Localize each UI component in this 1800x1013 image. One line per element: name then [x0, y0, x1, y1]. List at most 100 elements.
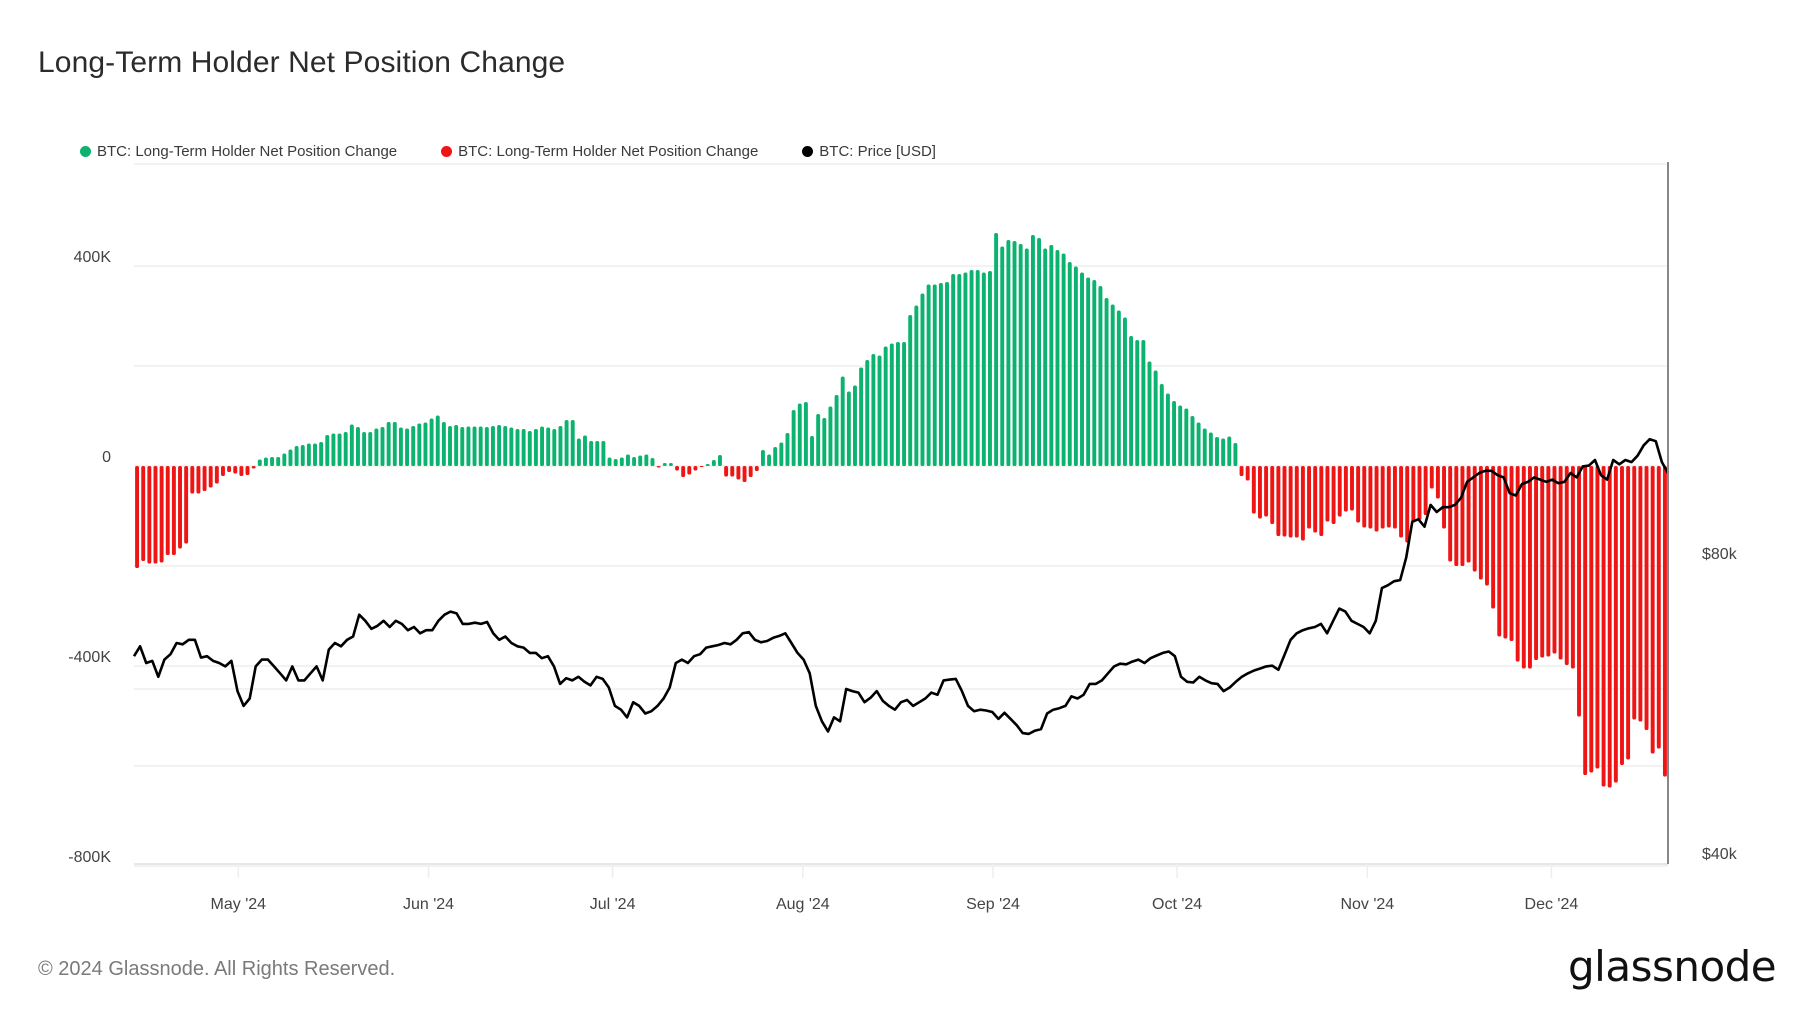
- bar-negative: [233, 466, 238, 474]
- bar-positive: [570, 420, 575, 466]
- bar-negative: [1251, 466, 1256, 514]
- bar-negative: [1399, 466, 1404, 538]
- bar-positive: [963, 272, 968, 466]
- bar-positive: [889, 343, 894, 466]
- bar-positive: [632, 457, 637, 466]
- bars: [135, 233, 1667, 788]
- bar-positive: [558, 426, 563, 466]
- x-tick-label: Dec '24: [1525, 896, 1579, 913]
- bar-negative: [239, 466, 244, 476]
- bar-positive: [902, 342, 907, 466]
- bar-positive: [546, 427, 551, 466]
- legend: BTC: Long-Term Holder Net Position Chang…: [80, 140, 980, 162]
- bar-negative: [147, 466, 152, 564]
- bar-negative: [1257, 466, 1262, 519]
- bar-negative: [221, 466, 225, 476]
- bar-positive: [1215, 437, 1219, 466]
- bar-negative: [1466, 466, 1471, 563]
- bar-negative: [1638, 466, 1643, 722]
- bar-positive: [435, 415, 440, 466]
- bar-negative: [1472, 466, 1477, 572]
- bar-positive: [337, 433, 342, 466]
- bar-positive: [668, 463, 673, 466]
- bar-positive: [1110, 304, 1115, 466]
- legend-label: BTC: Price [USD]: [819, 142, 936, 160]
- bar-negative: [1411, 466, 1416, 523]
- bar-positive: [552, 429, 557, 466]
- bar-negative: [135, 466, 140, 568]
- bar-negative: [178, 466, 182, 549]
- bar-positive: [589, 441, 594, 466]
- bar-positive: [846, 391, 851, 466]
- bar-positive: [1129, 336, 1134, 466]
- bar-positive: [263, 457, 268, 466]
- bar-negative: [675, 466, 679, 471]
- bar-negative: [1552, 466, 1557, 654]
- bar-positive: [871, 354, 876, 466]
- bar-negative: [1564, 466, 1569, 665]
- bar-negative: [1589, 466, 1594, 773]
- bar-positive: [828, 406, 833, 466]
- bar-positive: [883, 346, 888, 466]
- y-tick-label-left: 400K: [74, 249, 112, 266]
- bar-positive: [877, 355, 882, 466]
- bar-positive: [515, 429, 520, 466]
- bar-positive: [1049, 245, 1054, 466]
- x-tick-label: Jul '24: [590, 896, 636, 913]
- bar-positive: [331, 433, 336, 466]
- bar-positive: [527, 431, 532, 466]
- bar-negative: [1601, 466, 1606, 787]
- bar-positive: [791, 410, 796, 466]
- legend-dot-black-icon: [802, 145, 814, 157]
- bar-positive: [619, 457, 624, 466]
- bar-positive: [1233, 443, 1238, 466]
- bar-positive: [1061, 253, 1066, 466]
- bar-negative: [190, 466, 195, 494]
- bar-negative: [1417, 466, 1422, 520]
- bar-positive: [1147, 361, 1152, 466]
- bar-positive: [417, 423, 422, 466]
- bar-negative: [736, 466, 741, 480]
- bar-positive: [300, 445, 305, 466]
- bar-negative: [1527, 466, 1532, 669]
- bar-negative: [1656, 466, 1661, 749]
- legend-item-price[interactable]: BTC: Price [USD]: [802, 143, 936, 160]
- bar-positive: [1030, 235, 1035, 466]
- bar-positive: [926, 284, 931, 466]
- bar-positive: [441, 422, 446, 466]
- bar-negative: [202, 466, 207, 491]
- y-tick-label-left: 0: [102, 449, 111, 466]
- bar-positive: [865, 360, 870, 466]
- bar-positive: [540, 426, 545, 466]
- bar-negative: [1264, 466, 1269, 517]
- axes: [134, 162, 1669, 878]
- bar-negative: [1613, 466, 1618, 783]
- bar-positive: [276, 457, 281, 466]
- bar-positive: [1024, 248, 1029, 466]
- legend-item-positive[interactable]: BTC: Long-Term Holder Net Position Chang…: [80, 143, 397, 160]
- bar-positive: [1135, 340, 1140, 466]
- bar-positive: [509, 427, 514, 466]
- bar-positive: [908, 315, 913, 466]
- bar-positive: [981, 272, 986, 466]
- bar-negative: [730, 466, 735, 477]
- legend-item-negative[interactable]: BTC: Long-Term Holder Net Position Chang…: [441, 143, 758, 160]
- bar-negative: [724, 466, 729, 477]
- bar-positive: [613, 459, 618, 466]
- bar-positive: [1141, 340, 1146, 466]
- bar-positive: [607, 457, 612, 466]
- bar-negative: [1245, 466, 1250, 481]
- bar-negative: [1331, 466, 1336, 524]
- bar-positive: [349, 424, 354, 466]
- x-tick-label: Oct '24: [1152, 896, 1202, 913]
- bar-negative: [1288, 466, 1293, 538]
- bar-negative: [1460, 466, 1465, 566]
- legend-dot-green-icon: [80, 145, 91, 157]
- bar-positive: [380, 427, 385, 466]
- bar-positive: [1073, 266, 1078, 466]
- bar-negative: [699, 466, 704, 467]
- bar-positive: [1116, 310, 1121, 466]
- bar-negative: [1276, 466, 1281, 536]
- bar-negative: [1534, 466, 1539, 660]
